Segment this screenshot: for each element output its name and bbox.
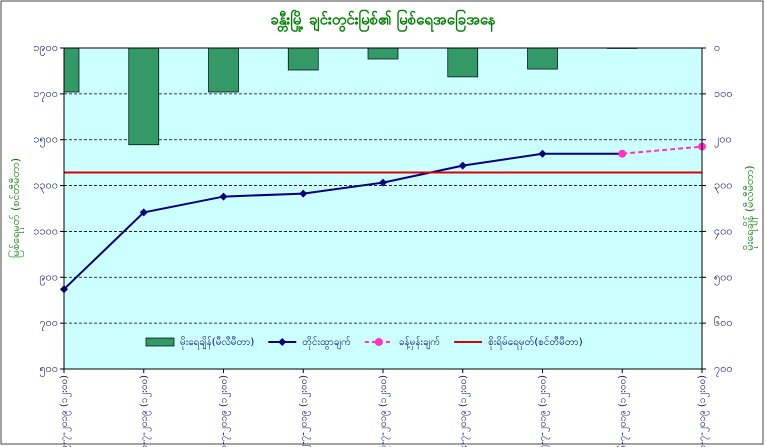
x-tick-label: ၉-၇-၂၀၁၉ (၁၂း၀၀) — [59, 375, 72, 447]
marker — [458, 161, 467, 170]
y-tick-label: ၁၃၀၀ — [33, 179, 58, 194]
bar — [208, 48, 239, 93]
y2-tick-label: ၅၀၀ — [714, 270, 733, 285]
legend-label: ခန့်မှန်းချက် — [399, 335, 440, 350]
legend-label: မိုးရေချိန်(မီလီမီတာ) — [180, 335, 254, 350]
plot-area — [64, 48, 702, 369]
marker — [379, 178, 387, 187]
bar — [287, 48, 319, 71]
y-tick-label: ၇၀၀ — [39, 316, 58, 331]
bar — [447, 48, 479, 78]
bar — [128, 48, 160, 146]
y2-tick-label: ၇၀၀ — [714, 362, 733, 377]
marker — [538, 149, 547, 158]
legend-label: တိုင်းထွာချက် — [302, 335, 351, 350]
marker — [219, 192, 228, 201]
line — [622, 145, 703, 155]
bar — [527, 48, 558, 70]
legend-label: စိုးရိမ်ရေမှတ်(စင်တီမီတာ) — [488, 335, 583, 350]
bar — [367, 48, 399, 60]
legend-swatch — [145, 337, 175, 347]
x-tick-label: ၁၂-၇-၂၀၁၉ (၁၂း၀၀) — [298, 375, 311, 447]
x-tick-label: ၁၁-၇-၂၀၁၉ (၁၂း၀၀) — [219, 375, 232, 447]
y2-tick-label: ၃၀၀ — [714, 179, 733, 194]
y-axis-label: မြစ်ရေမှတ် (စင်တီမီတာ) — [8, 158, 24, 258]
line — [63, 152, 623, 290]
y-tick-label: ၁၉၀၀ — [33, 41, 58, 56]
y2-tick-label: ၂၀၀ — [714, 133, 732, 148]
y-tick-label: ၅၀၀ — [39, 362, 58, 377]
x-tick-label: ၁၄-၇-၂၀၁၉ (၁၂း၀၀) — [458, 375, 471, 447]
x-tick-label: ၁၅-၇-၂၀၁၉ (၁၂း၀၀) — [538, 375, 551, 447]
bar — [64, 48, 80, 93]
plot-border — [63, 47, 703, 370]
legend-marker — [278, 338, 287, 346]
y2-axis-label: မိုးရေချိန် (မီလီမီတာ) — [743, 165, 758, 250]
y2-tick-label: ၄၀၀ — [714, 224, 733, 239]
y-tick-label: ၁၁၀၀ — [33, 224, 58, 237]
y-tick-label: ၁၇၀၀ — [33, 87, 58, 102]
x-tick-label: ၁၇-၇-၂၀၁၉ (၁၂း၀၀) — [697, 375, 710, 447]
x-tick-label: ၁၆-၇-၂၀၁၉ (၁၂း၀၀) — [615, 375, 630, 447]
legend: မိုးရေချိန်(မီလီမီတာ) တိုင်းထွာချက် ခန့်မှ… — [140, 333, 627, 352]
y-tick-label: ၁၅၀၀ — [33, 133, 58, 148]
y2-tick-label: ၀ — [714, 41, 720, 54]
marker — [139, 208, 148, 217]
y2-tick-label: ၆၀၀ — [714, 316, 733, 329]
x-tick-label: ၁၀-၇-၂၀၁၉ (၁၂း၀၀) — [139, 375, 152, 447]
x-tick-label: ၁၃-၇-၂၀၁၉ (၁၂း၀၀) — [378, 375, 391, 447]
legend-box — [140, 333, 627, 352]
y2-tick-label: ၁၀၀ — [714, 87, 733, 100]
y-tick-label: ၉၀၀ — [39, 270, 58, 285]
marker — [618, 149, 627, 158]
marker — [299, 189, 308, 198]
legend-marker — [374, 338, 383, 346]
